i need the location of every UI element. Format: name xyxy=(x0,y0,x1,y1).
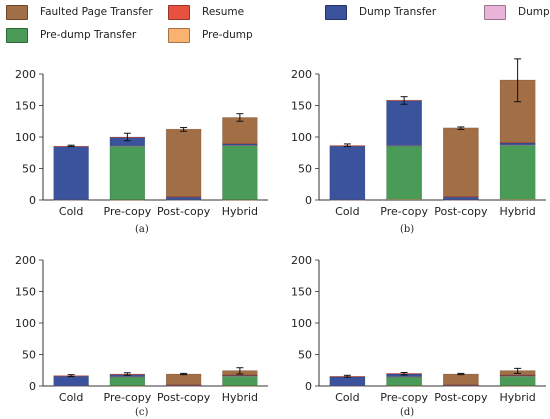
legend-label: Resume xyxy=(202,6,245,18)
bar-c-hybrid-pre-dump-transfer xyxy=(222,375,258,386)
legend-label: Faulted Page Transfer xyxy=(40,6,153,18)
x-tick-label-b: Pre-copy xyxy=(380,205,428,218)
x-tick-label-b: Post-copy xyxy=(434,205,488,218)
y-tick-label-a: 100 xyxy=(15,131,36,144)
chart-panel-c: 0 50 100 150 200 Cold Pre-copy Post-copy Hybrid … xyxy=(0,246,272,418)
bar-c-cold-dump-transfer xyxy=(53,375,89,386)
y-tick-label-b: 150 xyxy=(291,100,312,113)
bar-a-post-copy-faulted-page-transfer xyxy=(165,128,202,197)
x-tick-label-c: Pre-copy xyxy=(104,391,152,404)
legend-swatch-resume xyxy=(168,4,190,20)
y-tick-label-d: 0 xyxy=(305,380,312,393)
y-tick-label-c: 200 xyxy=(15,254,36,267)
bar-b-hybrid-dump-transfer xyxy=(499,142,536,146)
y-tick-label-a: 0 xyxy=(29,194,36,207)
chart-svg-b: 0 50 100 150 200 Cold Pre-copy Post-copy Hybrid xyxy=(291,58,546,218)
legend-swatch-dump-transfer xyxy=(325,4,347,20)
legend-item-dump-transfer: Dump Transfer xyxy=(325,3,436,21)
y-tick-label-c: 50 xyxy=(22,349,36,362)
legend-item-dump: Dump xyxy=(484,3,550,21)
x-tick-label-b: Cold xyxy=(335,205,359,218)
x-tick-label-a: Cold xyxy=(59,205,83,218)
chart-panel-b: 0 50 100 150 200 Cold Pre-copy Post-copy Hybrid … xyxy=(276,58,550,235)
x-tick-label-d: Pre-copy xyxy=(380,391,428,404)
bar-c-post-copy-faulted-page-transfer xyxy=(165,373,202,385)
legend-swatch-faulted-page-transfer xyxy=(6,4,28,20)
chart-panel-d: 0 50 100 150 200 Cold Pre-copy Post-copy Hybrid … xyxy=(276,246,550,418)
legend-swatch-pre-dump-transfer xyxy=(6,27,28,43)
bar-d-pre-copy-pre-dump-transfer xyxy=(386,376,422,386)
chart-svg-a: 0 50 100 150 200 Cold Pre-copy Post-copy Hybrid xyxy=(15,68,268,218)
y-tick-label-a: 150 xyxy=(15,100,36,113)
bar-c-pre-copy-pre-dump-transfer xyxy=(109,376,146,386)
bar-a-cold-dump-transfer xyxy=(53,146,89,200)
y-tick-label-c: 100 xyxy=(15,317,36,330)
bar-b-post-copy-dump-transfer xyxy=(443,196,479,200)
y-tick-label-d: 100 xyxy=(291,317,312,330)
bar-b-hybrid-pre-dump-transfer xyxy=(499,144,536,200)
bar-b-post-copy-faulted-page-transfer xyxy=(443,127,479,197)
panel-label-d: (d) xyxy=(400,407,415,418)
y-tick-label-c: 0 xyxy=(29,380,36,393)
y-tick-label-a: 200 xyxy=(15,68,36,81)
bar-a-hybrid-pre-dump-transfer xyxy=(222,145,258,200)
x-tick-label-a: Hybrid xyxy=(222,205,258,218)
y-tick-label-a: 50 xyxy=(22,163,36,176)
bar-d-cold-dump-transfer xyxy=(329,376,366,386)
y-tick-label-d: 150 xyxy=(291,286,312,299)
legend-item-faulted-page-transfer: Faulted Page Transfer xyxy=(6,3,153,21)
bar-a-pre-copy-pre-dump-transfer xyxy=(109,145,146,200)
x-tick-label-c: Cold xyxy=(59,391,83,404)
bar-b-pre-copy-dump-transfer xyxy=(386,100,422,146)
x-tick-label-a: Pre-copy xyxy=(104,205,152,218)
x-tick-label-d: Hybrid xyxy=(499,391,535,404)
y-tick-label-b: 100 xyxy=(291,131,312,144)
legend-item-resume: Resume xyxy=(168,3,244,21)
y-tick-label-b: 50 xyxy=(298,163,312,176)
bar-b-cold-dump-transfer xyxy=(329,145,366,200)
chart-svg-c: 0 50 100 150 200 Cold Pre-copy Post-copy Hybrid xyxy=(15,254,268,404)
legend: Faulted Page Transfer Resume Dump Transf… xyxy=(0,0,550,48)
x-tick-label-c: Post-copy xyxy=(157,391,211,404)
legend-swatch-pre-dump xyxy=(168,27,190,43)
bar-d-post-copy-faulted-page-transfer xyxy=(443,373,479,385)
y-tick-label-d: 200 xyxy=(291,254,312,267)
panel-label-c: (c) xyxy=(135,407,149,418)
x-tick-label-d: Cold xyxy=(335,391,359,404)
bar-a-hybrid-faulted-page-transfer xyxy=(222,117,258,144)
bar-a-post-copy-dump-transfer xyxy=(165,196,202,200)
chart-panel-a: 0 50 100 150 200 Cold Pre-copy Post-copy Hybrid … xyxy=(0,60,272,235)
panel-label-b: (b) xyxy=(400,224,415,235)
bar-d-hybrid-pre-dump-transfer xyxy=(499,375,536,386)
y-tick-label-b: 0 xyxy=(305,194,312,207)
bar-b-pre-copy-pre-dump-transfer xyxy=(386,145,422,200)
bar-b-hybrid-resume xyxy=(499,142,536,144)
x-tick-label-b: Hybrid xyxy=(499,205,535,218)
y-tick-label-b: 200 xyxy=(291,68,312,81)
chart-svg-d: 0 50 100 150 200 Cold Pre-copy Post-copy Hybrid xyxy=(291,254,546,404)
legend-swatch-dump xyxy=(484,4,506,20)
y-tick-label-d: 50 xyxy=(298,349,312,362)
y-tick-label-c: 150 xyxy=(15,286,36,299)
legend-item-pre-dump: Pre-dump xyxy=(168,26,253,44)
legend-label: Dump Transfer xyxy=(359,6,437,18)
legend-label: Dump xyxy=(518,6,550,18)
legend-label: Pre-dump xyxy=(202,29,253,41)
x-tick-label-d: Post-copy xyxy=(434,391,488,404)
legend-label: Pre-dump Transfer xyxy=(40,29,137,41)
panel-label-a: (a) xyxy=(135,224,149,235)
x-tick-label-a: Post-copy xyxy=(157,205,211,218)
legend-item-pre-dump-transfer: Pre-dump Transfer xyxy=(6,26,136,44)
x-tick-label-c: Hybrid xyxy=(222,391,258,404)
